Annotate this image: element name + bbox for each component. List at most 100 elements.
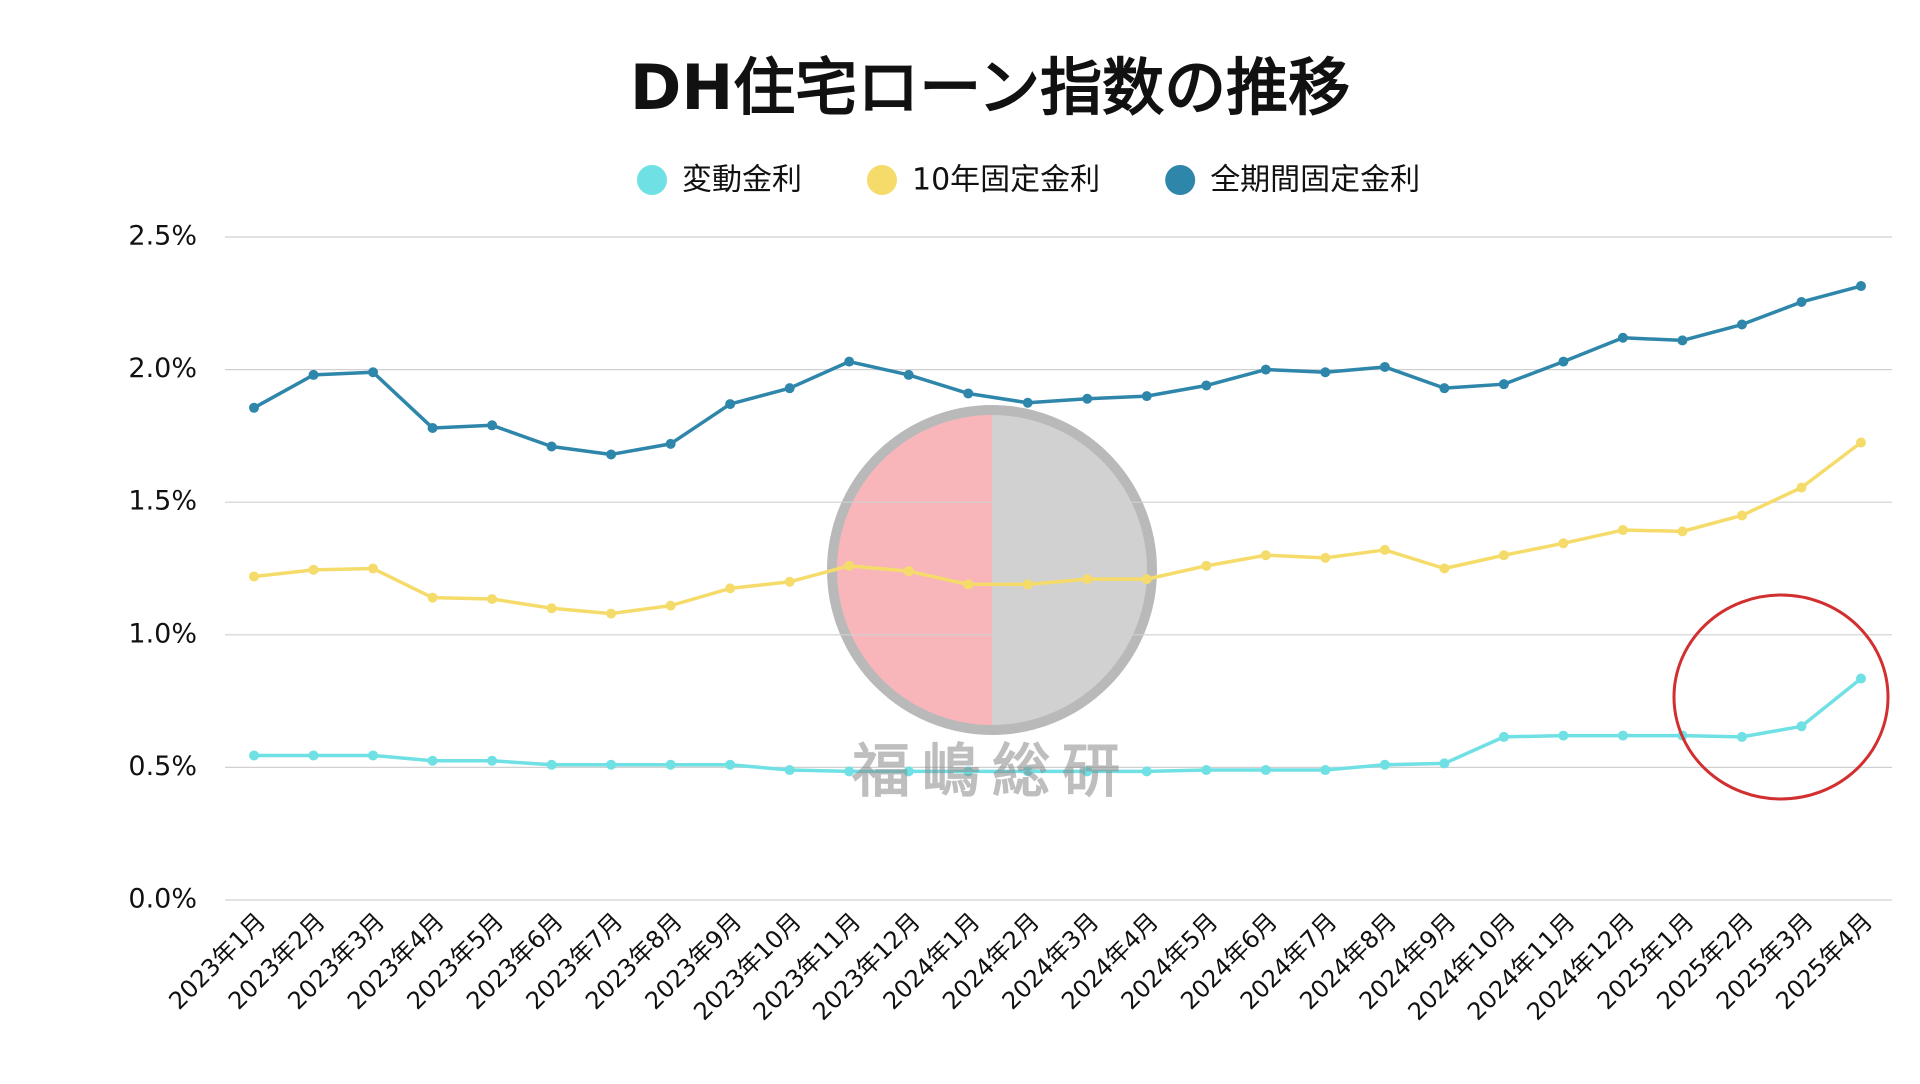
data-point: [1677, 526, 1688, 537]
data-point: [1260, 765, 1271, 776]
data-point: [1677, 335, 1688, 346]
legend-label: 変動金利: [682, 163, 802, 198]
data-point: [308, 369, 319, 380]
data-point: [784, 383, 795, 394]
data-point: [606, 449, 617, 460]
data-point: [665, 600, 676, 611]
y-tick-label: 0.0%: [128, 884, 197, 915]
data-point: [427, 755, 438, 766]
data-point: [1736, 510, 1747, 521]
data-point: [1082, 766, 1093, 777]
data-point: [368, 750, 379, 761]
data-point: [1260, 364, 1271, 375]
data-point: [308, 564, 319, 575]
chart-title: DH住宅ローン指数の推移: [630, 51, 1350, 124]
data-point: [725, 399, 736, 410]
data-point: [368, 563, 379, 574]
data-point: [665, 759, 676, 770]
data-point: [844, 560, 855, 571]
data-point: [1141, 574, 1152, 585]
data-point: [1022, 579, 1033, 590]
data-point: [308, 750, 319, 761]
data-point: [1498, 731, 1509, 742]
data-point: [844, 766, 855, 777]
y-tick-label: 2.0%: [128, 353, 197, 384]
data-point: [606, 759, 617, 770]
series-line: [254, 677, 1863, 774]
data-point: [844, 356, 855, 367]
data-point: [427, 422, 438, 433]
data-point: [249, 571, 259, 582]
data-point: [1201, 380, 1212, 391]
data-point: [1498, 550, 1509, 561]
data-point: [1856, 437, 1866, 448]
data-point: [1379, 759, 1390, 770]
y-tick-label: 1.0%: [128, 618, 197, 649]
data-point: [546, 603, 557, 614]
watermark-text: 福嶋総研: [851, 737, 1132, 805]
data-point: [487, 593, 498, 604]
data-point: [487, 420, 498, 431]
legend-swatch: [1165, 165, 1196, 195]
data-point: [1617, 525, 1628, 536]
y-tick-label: 2.5%: [128, 221, 197, 252]
data-point: [1022, 766, 1033, 777]
data-point: [1201, 560, 1212, 571]
data-point: [1439, 758, 1450, 769]
data-point: [1141, 766, 1152, 777]
data-point: [1320, 367, 1331, 378]
data-point: [963, 388, 974, 399]
data-point: [784, 765, 795, 776]
data-point: [487, 755, 498, 766]
data-point: [1736, 731, 1747, 742]
data-point: [1796, 296, 1807, 307]
data-point: [1439, 563, 1450, 574]
data-point: [1558, 730, 1569, 741]
data-point: [249, 750, 259, 761]
data-point: [725, 759, 736, 770]
data-point: [665, 438, 676, 449]
data-point: [1320, 765, 1331, 776]
data-point: [1260, 550, 1271, 561]
data-point: [427, 592, 438, 603]
data-point: [1022, 397, 1033, 408]
legend-label: 10年固定金利: [912, 163, 1100, 198]
series-line: [253, 284, 1862, 457]
grid: 0.0% 0.5% 1.0% 1.5% 2.0% 2.5%: [128, 221, 1892, 915]
data-point: [546, 759, 557, 770]
series-line: [253, 441, 1863, 616]
y-tick-label: 1.5%: [128, 486, 197, 517]
legend-label: 全期間固定金利: [1210, 163, 1420, 198]
data-point: [1796, 721, 1807, 732]
data-point: [1141, 391, 1152, 402]
data-point: [725, 583, 736, 594]
data-point: [903, 369, 914, 380]
data-point: [1439, 383, 1450, 394]
legend-swatch: [867, 165, 897, 195]
data-point: [1320, 552, 1331, 563]
x-axis: 2023年1月2023年2月2023年3月2023年4月2023年5月2023年…: [163, 907, 1878, 1026]
data-point: [1082, 393, 1093, 404]
legend: 変動金利 10年固定金利 全期間固定金利: [637, 163, 1420, 198]
data-point: [1856, 673, 1866, 684]
highlight-circle: [1672, 593, 1890, 801]
data-point: [546, 441, 557, 452]
data-point: [1498, 379, 1509, 390]
data-point: [784, 576, 795, 587]
data-point: [1796, 482, 1807, 493]
plot: [249, 281, 1866, 777]
data-point: [1201, 765, 1212, 776]
y-tick-label: 0.5%: [128, 751, 197, 782]
data-point: [1736, 319, 1747, 330]
data-point: [1082, 574, 1093, 585]
data-point: [249, 402, 259, 413]
data-point: [1856, 281, 1866, 292]
data-point: [1379, 361, 1390, 372]
data-point: [963, 579, 974, 590]
data-point: [1617, 332, 1628, 343]
data-point: [1379, 544, 1390, 555]
data-point: [368, 367, 379, 378]
data-point: [606, 608, 617, 619]
